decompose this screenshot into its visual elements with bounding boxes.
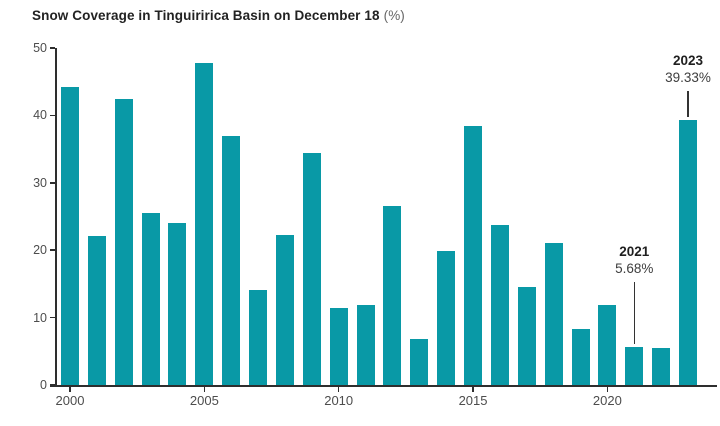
bar-2010 [329,308,348,385]
bar-2006 [222,135,241,385]
bar-2012 [383,205,402,385]
x-axis-tick-label: 2015 [458,393,488,408]
annotation-value-label: 39.33% [665,70,711,85]
annotation-value-label: 5.68% [615,261,654,276]
bar-2020 [598,304,617,385]
y-axis-tick-label: 10 [33,310,47,325]
chart-title: Snow Coverage in Tinguiririca Basin on D… [32,8,405,23]
y-axis-tick [50,47,55,49]
y-axis-tick-label: 40 [33,108,47,123]
bar-2003 [141,213,160,385]
x-axis-tick-label: 2020 [592,393,622,408]
bar-2005 [195,62,214,385]
annotation-2023: 2023 39.33% [643,52,720,86]
x-axis-tick [606,386,609,392]
bar-2000 [61,87,79,385]
bar-2018 [544,243,563,385]
annotation-leader-line-2023 [687,91,689,117]
bar-2004 [168,223,187,385]
bar-2008 [275,234,294,385]
bar-2014 [437,250,456,385]
bar-2002 [114,99,133,385]
x-axis-tick [472,386,474,392]
bar-2013 [410,339,429,385]
y-axis-tick-label: 30 [33,175,47,190]
annotation-2021: 2021 5.68% [589,243,679,277]
y-axis-tick [50,114,55,117]
y-axis-line [55,48,57,385]
x-axis-tick-label: 2010 [324,393,354,408]
y-axis-tick-label: 0 [40,378,47,392]
x-axis-tick [69,386,71,392]
x-axis-tick [337,386,340,392]
bar-2016 [490,224,509,385]
y-axis-tick [50,182,55,184]
x-axis-line [50,385,717,387]
bar-2017 [517,287,536,385]
chart-title-main: Snow Coverage in Tinguiririca Basin on D… [32,8,380,23]
y-axis-tick [50,316,55,319]
bar-2015 [464,125,483,385]
bar-2019 [571,329,590,385]
bar-2001 [87,236,106,385]
x-axis-tick [203,386,206,392]
y-axis-tick-label: 20 [33,243,47,258]
bar-2009 [302,153,321,385]
bar-2007 [249,289,268,385]
x-axis-tick-label: 2005 [189,393,219,408]
annotation-year-label: 2021 [619,244,650,259]
annotation-year-label: 2023 [672,53,704,68]
annotation-leader-line-2021 [633,282,636,344]
x-axis-tick-label: 2000 [55,393,85,408]
bar-2011 [356,304,375,385]
chart-title-suffix: (%) [383,8,405,23]
y-axis-tick [50,384,55,386]
bar-2022 [652,347,671,385]
bar-2023 [679,119,697,385]
y-axis-tick [50,249,55,251]
y-axis-tick-label: 50 [33,41,47,55]
bar-2021 [625,346,644,385]
